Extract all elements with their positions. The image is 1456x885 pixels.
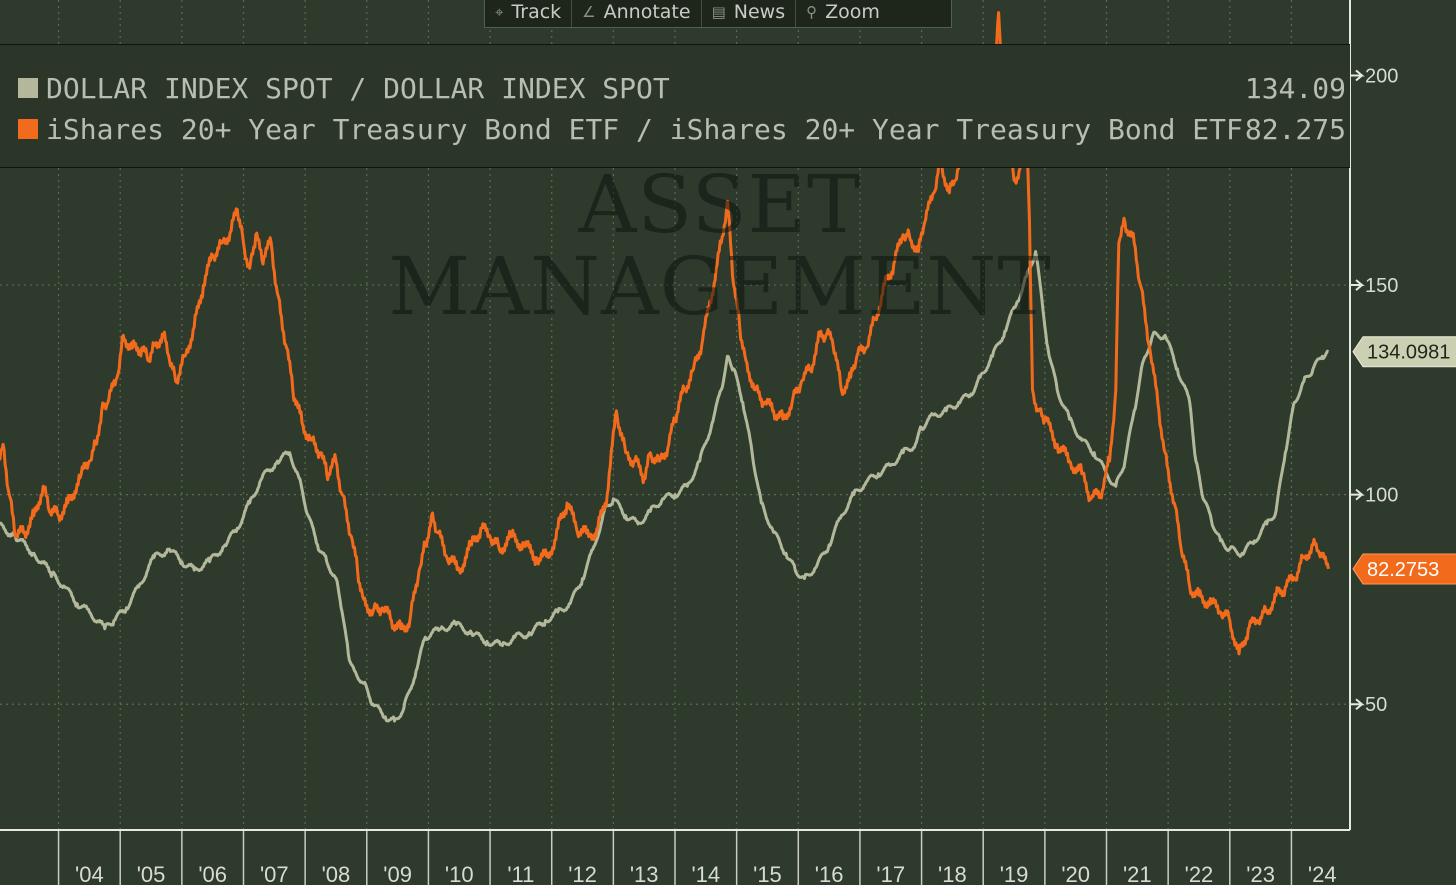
x-tick-label: '06 <box>198 862 227 885</box>
last-value-tag-shape <box>1352 553 1456 585</box>
last-value-tag-text: 134.0981 <box>1367 342 1450 364</box>
annotate-button-label: Annotate <box>603 1 691 23</box>
x-tick-label: '22 <box>1185 862 1214 885</box>
x-tick-label: '21 <box>1123 862 1152 885</box>
x-tick-label: '16 <box>815 862 844 885</box>
x-tick-label: '04 <box>75 862 104 885</box>
track-button[interactable]: ⌖ Track <box>485 0 573 27</box>
x-tick-label: '19 <box>1000 862 1029 885</box>
legend-value-dollar: 134.09 <box>1244 71 1346 105</box>
y-tick-label: 50 <box>1365 694 1387 716</box>
x-tick-label: '14 <box>691 862 720 885</box>
y-tick-mark <box>1350 279 1365 291</box>
legend-swatch-dollar <box>18 78 38 98</box>
x-tick-label: '05 <box>137 862 166 885</box>
pencil-icon: ∠ <box>582 3 596 21</box>
x-tick-label: '07 <box>260 862 289 885</box>
chart-toolbar: ⌖ Track ∠ Annotate ▤ News ⚲ Zoom <box>484 0 952 28</box>
x-tick-label: '12 <box>568 862 597 885</box>
x-tick-label: '10 <box>445 862 474 885</box>
series-line-treasury-etf <box>0 11 1330 656</box>
x-tick-label: '20 <box>1061 862 1090 885</box>
y-tick-mark <box>1350 698 1365 711</box>
legend-value-treasury: 82.275 <box>1244 112 1346 146</box>
zoom-button[interactable]: ⚲ Zoom <box>796 0 890 27</box>
y-tick-label: 150 <box>1365 275 1398 297</box>
magnifier-icon: ⚲ <box>806 3 818 21</box>
legend-row-dollar-index[interactable]: DOLLAR INDEX SPOT / DOLLAR INDEX SPOT 13… <box>18 69 1346 107</box>
y-tick-mark <box>1350 69 1365 82</box>
news-button[interactable]: ▤ News <box>702 0 797 27</box>
last-value-tag-text: 82.2753 <box>1367 559 1439 581</box>
track-button-label: Track <box>511 1 562 23</box>
x-tick-label: '09 <box>383 862 412 885</box>
x-tick-label: '15 <box>753 862 782 885</box>
last-value-tag-shape <box>1352 336 1456 368</box>
series-layer <box>0 11 1330 723</box>
legend-row-treasury-etf[interactable]: iShares 20+ Year Treasury Bond ETF / iSh… <box>18 110 1346 148</box>
news-button-label: News <box>733 1 786 23</box>
zoom-button-label: Zoom <box>825 1 880 23</box>
x-tick-label: '11 <box>507 862 534 885</box>
last-value-tag-treasury: 82.2753 <box>1352 553 1456 585</box>
x-tick-label: '17 <box>876 862 905 885</box>
news-icon: ▤ <box>711 3 726 21</box>
y-tick-label: 200 <box>1365 65 1398 87</box>
legend-label-dollar: DOLLAR INDEX SPOT / DOLLAR INDEX SPOT <box>46 71 670 105</box>
x-tick-label: '08 <box>322 862 351 885</box>
x-tick-label: '18 <box>938 862 967 885</box>
last-value-tag-dollar: 134.0981 <box>1352 336 1456 368</box>
x-tick-label: '24 <box>1308 862 1337 885</box>
crosshair-icon: ⌖ <box>495 3 504 21</box>
chart-legend: DOLLAR INDEX SPOT / DOLLAR INDEX SPOT 13… <box>0 44 1350 168</box>
y-tick-label: 100 <box>1365 485 1398 507</box>
legend-swatch-treasury <box>18 119 38 139</box>
legend-label-treasury: iShares 20+ Year Treasury Bond ETF / iSh… <box>46 112 1243 146</box>
annotate-button[interactable]: ∠ Annotate <box>572 0 702 27</box>
x-tick-label: '23 <box>1246 862 1275 885</box>
x-tick-label: '13 <box>630 862 659 885</box>
y-tick-mark <box>1350 488 1365 501</box>
